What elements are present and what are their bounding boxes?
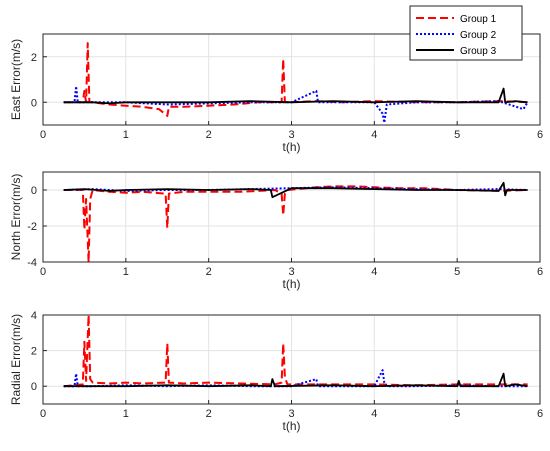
legend-label: Group 3 xyxy=(460,46,497,57)
y-axis-label: East Error(m/s) xyxy=(9,39,23,120)
x-tick-label: 5 xyxy=(454,266,460,278)
y-axis-label: North Error(m/s) xyxy=(9,174,23,261)
y-tick-label: 0 xyxy=(31,185,37,197)
y-tick-label: -2 xyxy=(27,221,37,233)
series-line-group-3 xyxy=(63,181,528,199)
x-tick-label: 6 xyxy=(537,129,543,141)
y-tick-label: 0 xyxy=(31,97,37,109)
y-tick-label: 2 xyxy=(31,52,37,64)
x-axis-label: t(h) xyxy=(283,277,301,291)
x-tick-label: 4 xyxy=(371,266,377,278)
x-axis-label: t(h) xyxy=(283,140,301,154)
x-tick-label: 4 xyxy=(371,408,377,420)
legend: Group 1 Group 2 Group 3 xyxy=(409,5,523,61)
x-tick-label: 1 xyxy=(123,408,129,420)
x-tick-label: 0 xyxy=(40,408,46,420)
series-line-group-1 xyxy=(63,185,528,262)
series-line-group-2 xyxy=(63,85,529,124)
y-axis-label: Radial Error(m/s) xyxy=(9,314,23,405)
x-tick-label: 2 xyxy=(206,408,212,420)
x-tick-label: 5 xyxy=(454,129,460,141)
x-tick-label: 0 xyxy=(40,129,46,141)
x-tick-label: 2 xyxy=(206,129,212,141)
chart-panel-2: 0 1 2 3 4 5 6 -4 -2 0 t(h) North Error(m/s) xyxy=(9,171,543,291)
x-tick-label: 6 xyxy=(537,408,543,420)
x-tick-label: 4 xyxy=(371,129,377,141)
x-tick-label: 3 xyxy=(288,129,294,141)
x-tick-label: 1 xyxy=(123,266,129,278)
x-tick-label: 6 xyxy=(537,266,543,278)
x-tick-label: 3 xyxy=(288,266,294,278)
legend-label: Group 2 xyxy=(460,30,497,41)
y-tick-label: -4 xyxy=(27,257,37,269)
series-line-group-1 xyxy=(63,315,528,388)
legend-label: Group 1 xyxy=(460,14,497,25)
y-tick-label: 4 xyxy=(31,310,37,322)
x-tick-label: 0 xyxy=(40,266,46,278)
x-tick-label: 2 xyxy=(206,266,212,278)
x-axis-label: t(h) xyxy=(283,419,301,433)
y-tick-label: 0 xyxy=(31,381,37,393)
x-tick-label: 1 xyxy=(123,129,129,141)
x-tick-label: 5 xyxy=(454,408,460,420)
x-tick-label: 3 xyxy=(288,408,294,420)
series-line-group-3 xyxy=(63,87,528,105)
series-line-group-3 xyxy=(63,372,528,388)
y-tick-label: 2 xyxy=(31,346,37,358)
chart-panel-3: 0 1 2 3 4 5 6 0 2 4 t(h) Radial Error(m/s) xyxy=(9,310,543,433)
